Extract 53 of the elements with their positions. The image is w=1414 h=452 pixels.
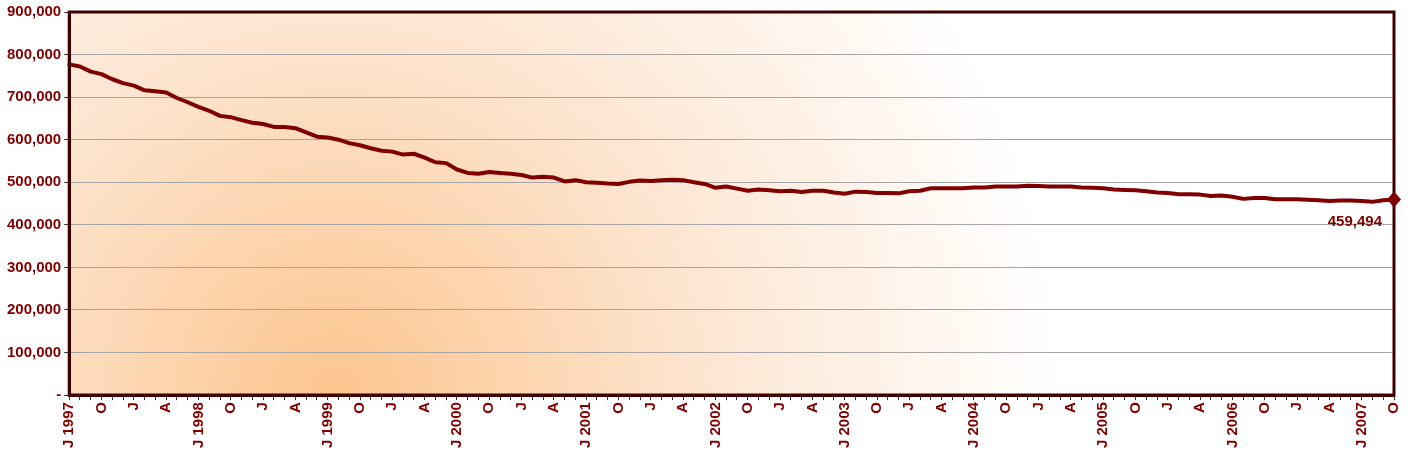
x-tick-label: O: [996, 401, 1014, 414]
x-tick-label: J 2001: [576, 402, 594, 449]
x-tick-label: J 2007: [1351, 402, 1369, 449]
y-tick-label: -: [56, 385, 62, 403]
x-tick-label: A: [285, 401, 303, 413]
x-tick-label: J: [1287, 402, 1305, 411]
y-tick-label: 800,000: [6, 44, 62, 62]
x-tick-label: O: [479, 401, 497, 414]
x-tick-label: J 1997: [59, 402, 77, 449]
x-tick-label: J 2003: [834, 402, 852, 449]
y-tick-label: 700,000: [6, 87, 62, 105]
y-tick-label: 500,000: [6, 172, 62, 190]
x-tick-label: O: [1254, 401, 1272, 414]
x-tick-label: J: [770, 402, 788, 411]
x-tick-label: A: [1190, 401, 1208, 413]
x-tick-label: A: [1061, 401, 1079, 413]
x-tick-label: J 2005: [1093, 402, 1111, 449]
x-tick-label: O: [1384, 401, 1402, 414]
x-tick-label: J 1998: [188, 402, 206, 449]
x-tick-label: J 1999: [317, 402, 335, 449]
y-tick-label: 100,000: [6, 342, 62, 360]
y-tick-label: 400,000: [6, 214, 62, 232]
x-tick-label: A: [802, 401, 820, 413]
y-tick-label: 300,000: [6, 257, 62, 275]
x-tick-label: O: [867, 401, 885, 414]
x-tick-label: O: [1125, 401, 1143, 414]
x-tick-label: J 2002: [705, 402, 723, 449]
x-tick-label: A: [156, 401, 174, 413]
x-tick-label: J 2006: [1222, 402, 1240, 449]
x-tick-label: J 2000: [447, 402, 465, 449]
x-tick-label: O: [350, 401, 368, 414]
data-label: 459,494: [1327, 211, 1383, 229]
x-tick-label: J: [640, 402, 658, 411]
x-tick-label: J: [511, 402, 529, 411]
x-tick-label: A: [931, 401, 949, 413]
x-tick-label: J: [253, 402, 271, 411]
x-tick-label: O: [608, 401, 626, 414]
x-tick-label: J: [1157, 402, 1175, 411]
x-tick-label: A: [544, 401, 562, 413]
x-tick-label: J: [1028, 402, 1046, 411]
x-tick-label: J 2004: [964, 401, 982, 449]
y-tick-label: 200,000: [6, 300, 62, 318]
x-tick-label: J: [899, 402, 917, 411]
x-tick-label: J: [123, 402, 141, 411]
x-tick-label: O: [737, 401, 755, 414]
x-tick-label: J: [382, 402, 400, 411]
x-tick-label: O: [91, 401, 109, 414]
y-tick-label: 600,000: [6, 129, 62, 147]
x-tick-label: A: [673, 401, 691, 413]
x-tick-label: O: [220, 401, 238, 414]
y-tick-label: 900,000: [6, 2, 62, 20]
x-tick-label: A: [1319, 401, 1337, 413]
x-tick-label: A: [414, 401, 432, 413]
